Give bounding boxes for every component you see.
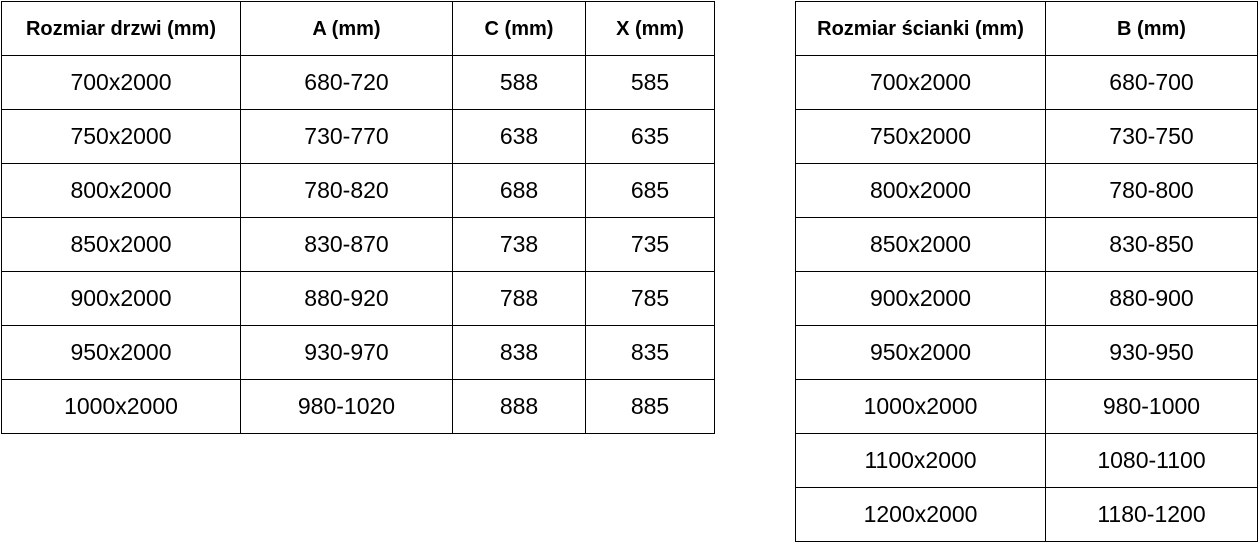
cell-c: 638 xyxy=(452,109,586,164)
table-row: 1100x2000 1080-1100 xyxy=(795,433,1258,488)
cell-a: 980-1020 xyxy=(240,379,453,434)
cell-b: 730-750 xyxy=(1045,109,1258,164)
column-header-door-size: Rozmiar drzwi (mm) xyxy=(1,1,241,56)
cell-x: 585 xyxy=(585,55,715,110)
cell-b: 1180-1200 xyxy=(1045,487,1258,542)
cell-c: 688 xyxy=(452,163,586,218)
cell-a: 830-870 xyxy=(240,217,453,272)
table-row: 900x2000 880-900 xyxy=(795,271,1258,326)
cell-a: 730-770 xyxy=(240,109,453,164)
column-header-b: B (mm) xyxy=(1045,1,1258,56)
table-row: 850x2000 830-870 738 735 xyxy=(1,217,715,272)
cell-c: 788 xyxy=(452,271,586,326)
table-row: 950x2000 930-970 838 835 xyxy=(1,325,715,380)
doors-dimension-table: Rozmiar drzwi (mm) A (mm) C (mm) X (mm) … xyxy=(1,1,715,434)
cell-b: 780-800 xyxy=(1045,163,1258,218)
table-row: 1000x2000 980-1020 888 885 xyxy=(1,379,715,434)
cell-b: 830-850 xyxy=(1045,217,1258,272)
cell-wall-size: 750x2000 xyxy=(795,109,1046,164)
cell-a: 930-970 xyxy=(240,325,453,380)
cell-wall-size: 1200x2000 xyxy=(795,487,1046,542)
table-row: 900x2000 880-920 788 785 xyxy=(1,271,715,326)
cell-b: 980-1000 xyxy=(1045,379,1258,434)
table-row: 800x2000 780-820 688 685 xyxy=(1,163,715,218)
cell-c: 838 xyxy=(452,325,586,380)
table-row: 750x2000 730-750 xyxy=(795,109,1258,164)
cell-x: 735 xyxy=(585,217,715,272)
cell-x: 685 xyxy=(585,163,715,218)
table-row: 1000x2000 980-1000 xyxy=(795,379,1258,434)
cell-wall-size: 800x2000 xyxy=(795,163,1046,218)
cell-wall-size: 1100x2000 xyxy=(795,433,1046,488)
cell-x: 635 xyxy=(585,109,715,164)
table-header-row: Rozmiar ścianki (mm) B (mm) xyxy=(795,1,1258,56)
table-row: 850x2000 830-850 xyxy=(795,217,1258,272)
cell-x: 835 xyxy=(585,325,715,380)
cell-c: 888 xyxy=(452,379,586,434)
cell-b: 930-950 xyxy=(1045,325,1258,380)
table-row: 700x2000 680-720 588 585 xyxy=(1,55,715,110)
cell-x: 885 xyxy=(585,379,715,434)
cell-a: 680-720 xyxy=(240,55,453,110)
cell-door-size: 750x2000 xyxy=(1,109,241,164)
table-row: 700x2000 680-700 xyxy=(795,55,1258,110)
cell-wall-size: 1000x2000 xyxy=(795,379,1046,434)
column-header-a: A (mm) xyxy=(240,1,453,56)
cell-b: 680-700 xyxy=(1045,55,1258,110)
cell-c: 738 xyxy=(452,217,586,272)
cell-b: 880-900 xyxy=(1045,271,1258,326)
table-row: 800x2000 780-800 xyxy=(795,163,1258,218)
cell-door-size: 850x2000 xyxy=(1,217,241,272)
cell-x: 785 xyxy=(585,271,715,326)
cell-door-size: 800x2000 xyxy=(1,163,241,218)
cell-wall-size: 700x2000 xyxy=(795,55,1046,110)
cell-wall-size: 950x2000 xyxy=(795,325,1046,380)
table-header-row: Rozmiar drzwi (mm) A (mm) C (mm) X (mm) xyxy=(1,1,715,56)
cell-a: 780-820 xyxy=(240,163,453,218)
cell-b: 1080-1100 xyxy=(1045,433,1258,488)
cell-door-size: 700x2000 xyxy=(1,55,241,110)
cell-a: 880-920 xyxy=(240,271,453,326)
cell-door-size: 1000x2000 xyxy=(1,379,241,434)
cell-door-size: 950x2000 xyxy=(1,325,241,380)
column-header-wall-size: Rozmiar ścianki (mm) xyxy=(795,1,1046,56)
table-row: 750x2000 730-770 638 635 xyxy=(1,109,715,164)
table-row: 950x2000 930-950 xyxy=(795,325,1258,380)
column-header-x: X (mm) xyxy=(585,1,715,56)
cell-c: 588 xyxy=(452,55,586,110)
cell-door-size: 900x2000 xyxy=(1,271,241,326)
table-row: 1200x2000 1180-1200 xyxy=(795,487,1258,542)
cell-wall-size: 850x2000 xyxy=(795,217,1046,272)
cell-wall-size: 900x2000 xyxy=(795,271,1046,326)
column-header-c: C (mm) xyxy=(452,1,586,56)
wall-dimension-table: Rozmiar ścianki (mm) B (mm) 700x2000 680… xyxy=(795,1,1258,542)
